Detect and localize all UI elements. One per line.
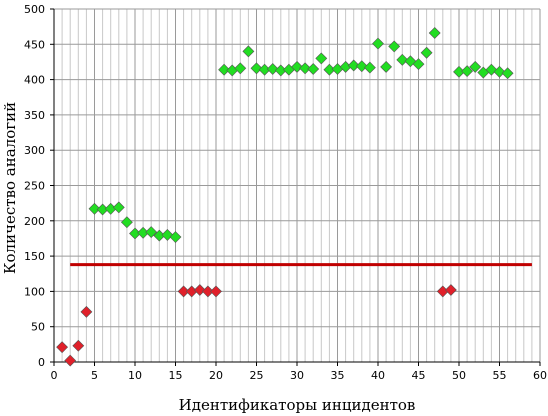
data-point-diamond: [64, 354, 77, 367]
y-tick-label: 350: [24, 109, 45, 122]
data-point-diamond: [299, 62, 312, 75]
y-tick-label: 400: [24, 74, 45, 87]
data-point-diamond: [88, 202, 101, 215]
data-point-diamond: [169, 231, 182, 243]
data-point-diamond: [226, 64, 239, 77]
y-axis-label: Количество аналогий: [1, 102, 19, 274]
data-point-diamond: [177, 285, 190, 298]
x-axis-label: Идентификаторы инцидентов: [179, 396, 416, 414]
x-tick-label: 60: [533, 369, 547, 382]
x-tick-label: 40: [371, 369, 385, 382]
data-point-diamond: [444, 284, 457, 296]
data-point-diamond: [56, 341, 69, 354]
data-point-diamond: [242, 45, 255, 58]
data-point-diamond: [388, 40, 401, 53]
x-tick-label: 30: [290, 369, 304, 382]
data-points: [56, 27, 514, 367]
x-tick-label: 25: [250, 369, 264, 382]
y-tick-label: 100: [24, 285, 45, 298]
data-point-diamond: [234, 62, 247, 75]
grid: [53, 8, 541, 363]
y-tick-label: 0: [38, 356, 45, 369]
data-point-diamond: [193, 284, 206, 296]
data-point-diamond: [396, 53, 409, 66]
data-point-diamond: [404, 55, 417, 68]
data-point-diamond: [161, 228, 174, 241]
x-tick-label: 5: [91, 369, 98, 382]
x-tick-label: 45: [412, 369, 426, 382]
y-tick-label: 250: [24, 180, 45, 193]
data-point-diamond: [250, 62, 263, 75]
data-point-diamond: [120, 216, 133, 229]
data-point-diamond: [210, 285, 222, 298]
data-point-diamond: [347, 59, 360, 72]
data-point-diamond: [112, 201, 125, 214]
x-tick-label: 10: [128, 369, 142, 382]
data-point-diamond: [218, 63, 231, 76]
data-point-diamond: [461, 65, 474, 78]
data-point-diamond: [485, 63, 498, 76]
data-point-diamond: [266, 63, 279, 75]
y-tick-label: 450: [24, 38, 45, 51]
x-tick-label: 20: [209, 369, 223, 382]
data-point-diamond: [201, 285, 214, 298]
data-point-diamond: [307, 63, 320, 75]
x-tick-label: 0: [51, 369, 58, 382]
x-tick-label: 55: [493, 369, 507, 382]
data-point-diamond: [493, 65, 506, 78]
y-tick-label: 150: [24, 250, 45, 263]
x-tick-label: 15: [169, 369, 183, 382]
x-tick-label: 35: [331, 369, 345, 382]
data-point-diamond: [363, 61, 376, 74]
y-tick-label: 500: [24, 3, 45, 16]
y-tick-label: 300: [24, 144, 45, 157]
y-tick-label: 200: [24, 215, 45, 228]
data-point-diamond: [420, 46, 433, 59]
data-point-diamond: [412, 58, 425, 70]
data-point-diamond: [380, 60, 393, 73]
axes: [50, 8, 541, 366]
data-point-diamond: [72, 339, 85, 352]
tick-labels: 0 5 10 15 20 25 30 35 40 45 50 55 60 0 50 100 150 200 250 3…: [24, 3, 547, 382]
data-point-diamond: [80, 305, 93, 318]
data-point-diamond: [331, 63, 344, 75]
data-point-diamond: [315, 52, 328, 65]
data-point-diamond: [428, 27, 441, 39]
data-point-diamond: [501, 67, 514, 80]
data-point-diamond: [291, 60, 303, 73]
x-tick-label: 50: [452, 369, 466, 382]
data-point-diamond: [469, 60, 482, 73]
y-tick-label: 50: [31, 321, 45, 334]
data-point-diamond: [372, 37, 384, 50]
data-point-diamond: [355, 60, 368, 73]
data-point-diamond: [145, 226, 158, 239]
